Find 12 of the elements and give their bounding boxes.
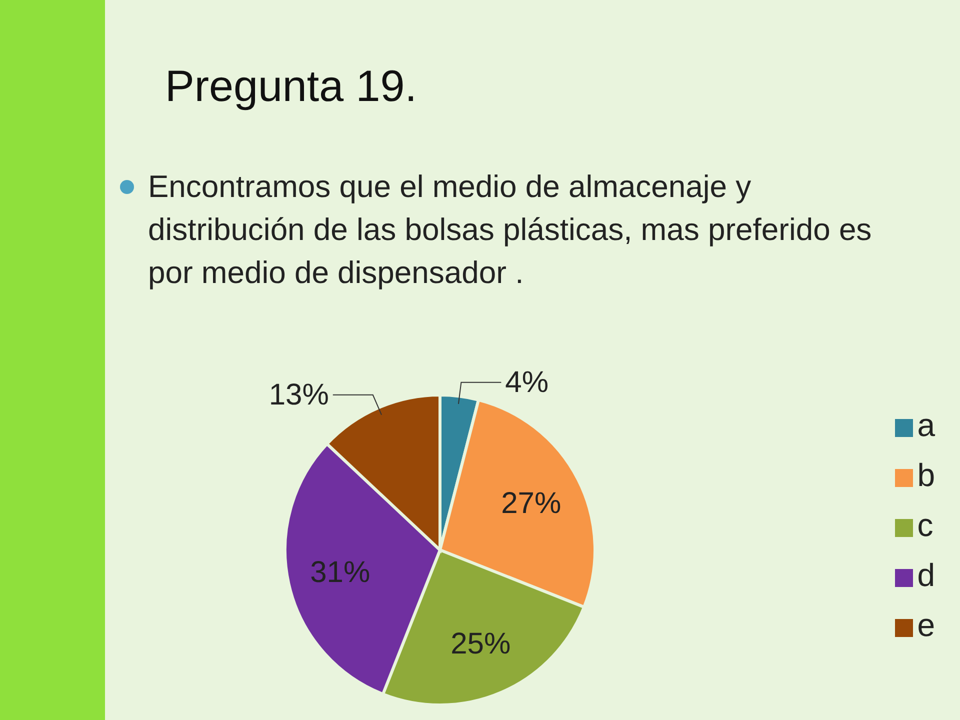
data-label: 4% — [505, 366, 549, 399]
data-label: 27% — [501, 487, 562, 520]
legend-label: b — [917, 457, 935, 493]
chart-title: Pregunta 19. — [165, 62, 417, 112]
legend-label: c — [917, 507, 934, 543]
legend-label: e — [917, 607, 935, 643]
data-label: 25% — [450, 627, 511, 660]
data-label: 31% — [310, 556, 370, 589]
legend-label: a — [917, 407, 935, 443]
data-label: 13% — [268, 378, 329, 412]
chart-subtitle: Encontramos que el medio de almacenaje y distribución de las bolsas plásticas, mas preferido es por medio de dispensador . — [148, 168, 873, 292]
legend-label: d — [917, 557, 935, 593]
